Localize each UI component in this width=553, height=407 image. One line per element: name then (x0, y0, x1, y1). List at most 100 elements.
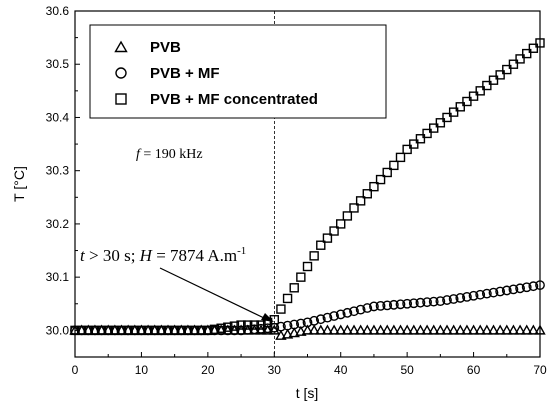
series-pvb-marker (494, 324, 506, 335)
series-pvb-mf-conc-marker (96, 325, 107, 336)
series-pvb-mf-conc-marker (243, 320, 253, 330)
series-pvb-mf-marker (388, 299, 399, 310)
series-pvb-mf-conc-marker (389, 160, 399, 171)
series-pvb-marker (354, 324, 367, 335)
annotation-arrow-head (261, 313, 274, 322)
series-pvb-mf-conc-marker (382, 167, 392, 178)
series-pvb-mf-marker (508, 284, 519, 295)
series-pvb-mf-conc-marker (329, 226, 339, 236)
series-pvb-marker (434, 324, 447, 335)
x-tick-label: 20 (201, 363, 215, 377)
series-pvb-mf-conc-marker (422, 128, 432, 139)
x-tick-label: 50 (400, 363, 414, 377)
series-pvb-marker (321, 324, 334, 335)
legend-marker-pvb (114, 40, 128, 53)
series-pvb-mf-conc-marker (169, 325, 180, 336)
series-pvb-mf-marker (468, 290, 479, 301)
series-pvb-mf-marker (448, 294, 459, 304)
series-pvb-mf-conc-marker (236, 320, 246, 330)
series-pvb-mf-conc-marker (302, 261, 313, 272)
series-pvb-marker (461, 324, 473, 335)
series-pvb-marker (388, 324, 400, 335)
series-pvb-marker (275, 329, 287, 340)
series-pvb-mf-conc-marker (296, 272, 306, 282)
field-annotation: t > 30 s; H = 7874 A.m-1 (80, 245, 246, 265)
series-pvb-marker (394, 324, 407, 335)
series-pvb-mf-conc-marker (409, 139, 419, 149)
series-pvb-mf-marker (342, 307, 353, 318)
series-pvb-marker (527, 324, 540, 335)
series-pvb-mf-marker (375, 300, 386, 311)
series-pvb-mf-conc-marker (136, 325, 147, 336)
series-pvb-mf-conc-marker (442, 112, 452, 123)
series-pvb-mf-marker (488, 287, 499, 298)
y-tick-label: 30.1 (46, 270, 70, 284)
series-pvb-marker (401, 324, 413, 335)
series-pvb-marker (328, 324, 340, 335)
series-pvb-mf-conc-marker (515, 54, 525, 64)
series-pvb-mf-marker (335, 309, 346, 320)
series-pvb-mf-marker (495, 286, 506, 297)
series-pvb-mf-conc-marker (209, 324, 220, 335)
series-pvb-mf-conc-marker (256, 320, 266, 330)
series-pvb-mf-marker (428, 296, 439, 307)
series-pvb-mf-marker (302, 317, 313, 328)
series-pvb-mf-conc-marker (355, 196, 366, 206)
series-pvb-mf-conc-marker (229, 321, 240, 331)
series-pvb-mf-marker (369, 301, 379, 312)
x-tick-label: 40 (334, 363, 348, 377)
series-pvb-marker (481, 324, 493, 335)
legend-box (89, 24, 387, 119)
series-pvb-marker (361, 324, 373, 335)
series-pvb-mf-conc-marker (123, 325, 133, 336)
series-pvb-mf-conc-marker (522, 48, 532, 59)
series-pvb-mf-marker (475, 289, 486, 300)
series-pvb-mf-conc-marker (455, 102, 465, 112)
plot-frame (74, 10, 541, 358)
series-pvb-mf-marker (515, 283, 525, 294)
y-tick-label: 30.4 (46, 110, 70, 124)
series-pvb-mf-marker (322, 312, 333, 323)
series-pvb-mf-conc-marker (336, 219, 346, 229)
series-pvb-mf-conc-marker (435, 118, 446, 128)
plot-marks (69, 38, 546, 340)
series-pvb-marker (487, 324, 500, 335)
series-pvb-mf-conc-marker (83, 325, 93, 336)
series-pvb-mf-conc-marker (528, 43, 539, 53)
series-pvb-mf-conc-marker (282, 293, 293, 304)
series-pvb-mf-marker (422, 297, 432, 308)
series-pvb-mf-conc-marker (156, 325, 167, 336)
series-pvb-mf-conc-marker (495, 70, 505, 80)
series-pvb-marker (341, 324, 354, 335)
series-pvb-mf-conc-marker (482, 80, 492, 91)
series-pvb-mf-conc-marker (276, 304, 286, 314)
series-pvb-marker (315, 324, 327, 335)
legend-marker-pvb-mf (115, 67, 127, 79)
y-axis-ticks: 30.0 30.1 30.2 30.3 30.4 30.5 30.6 (46, 4, 80, 337)
series-pvb-mf-conc-marker (468, 91, 479, 101)
series-pvb-mf-conc-marker (342, 211, 353, 221)
series-pvb-marker (414, 324, 427, 335)
series-pvb-mf-conc-marker (216, 323, 226, 333)
series-pvb-mf-marker (282, 320, 293, 331)
series-pvb-marker (295, 325, 307, 336)
series-pvb-marker (514, 324, 526, 335)
series-pvb-mf-conc-marker (475, 86, 485, 96)
y-tick-label: 30.2 (46, 217, 70, 231)
series-pvb-mf-marker (362, 303, 373, 313)
series-pvb-marker (348, 324, 360, 335)
series-pvb-marker (428, 324, 440, 335)
x-tick-label: 70 (533, 363, 547, 377)
series-pvb-marker (374, 324, 387, 335)
series-pvb-marker (368, 324, 380, 335)
series-pvb-marker (507, 324, 520, 335)
series-pvb-mf-conc-marker (223, 322, 233, 332)
x-axis-ticks: 0 10 20 30 40 50 60 70 (72, 352, 547, 377)
series-pvb-marker (281, 328, 294, 339)
series-pvb-mf-marker (329, 311, 339, 321)
series-pvb-mf-marker (349, 306, 359, 317)
series-pvb-mf-conc-marker (163, 325, 173, 336)
series-pvb-mf-conc-marker (289, 283, 299, 293)
series-pvb-mf-conc-marker (369, 181, 379, 192)
series-pvb-mf-conc-marker (488, 75, 499, 85)
